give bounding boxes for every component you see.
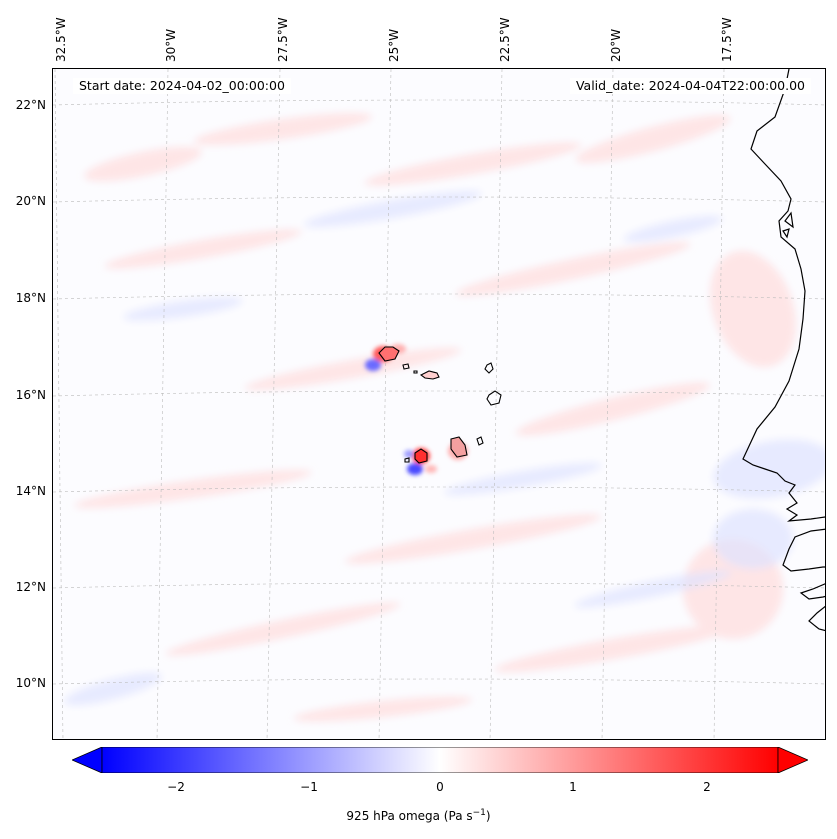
island-sal (484, 362, 494, 374)
lon-label: 30°W (164, 28, 178, 62)
start-date-label: Start date: 2024-04-02_00:00:00 (73, 78, 291, 94)
lon-label: 20°W (609, 28, 623, 62)
lat-label: 16°N (15, 388, 46, 402)
colorbar (72, 747, 808, 773)
island-santiago (450, 436, 468, 458)
lat-label: 14°N (15, 484, 46, 498)
omega-field-map (53, 69, 825, 739)
island-boa-vista (486, 390, 502, 406)
lon-label: 17.5°W (720, 17, 734, 62)
colorbar-body (101, 747, 779, 773)
colorbar-tick: −2 (167, 780, 185, 794)
island-santa-luzia (413, 370, 418, 374)
island-brava (404, 457, 410, 463)
island-maio (476, 436, 484, 446)
colorbar-extend-min (72, 747, 103, 773)
graticule (53, 69, 825, 739)
lat-label: 22°N (15, 98, 46, 112)
lat-label: 12°N (15, 580, 46, 594)
lon-label: 22.5°W (498, 17, 512, 62)
island-fogo (414, 448, 428, 464)
island-sao-nicolau (419, 370, 440, 380)
colorbar-label: 925 hPa omega (Pa s−1) (346, 808, 491, 823)
colorbar-tick: 0 (436, 780, 444, 794)
african-coastline (742, 69, 825, 632)
lon-label: 32.5°W (54, 17, 68, 62)
island-santo-antao (378, 346, 400, 362)
lat-label: 20°N (15, 194, 46, 208)
lon-label: 25°W (387, 28, 401, 62)
cape-verde-islands (378, 346, 502, 464)
omega-field (64, 113, 825, 722)
valid-date-label: Valid_date: 2024-04-04T22:00:00.00 (569, 78, 811, 94)
colorbar-tick: −1 (300, 780, 318, 794)
colorbar-extend-max (777, 747, 808, 773)
lat-label: 10°N (15, 676, 46, 690)
colorbar-tick: 2 (703, 780, 711, 794)
colorbar-tick: 1 (569, 780, 577, 794)
lon-label: 27.5°W (276, 17, 290, 62)
lat-label: 18°N (15, 291, 46, 305)
map-panel (52, 68, 826, 740)
island-sao-vicente (402, 363, 410, 370)
